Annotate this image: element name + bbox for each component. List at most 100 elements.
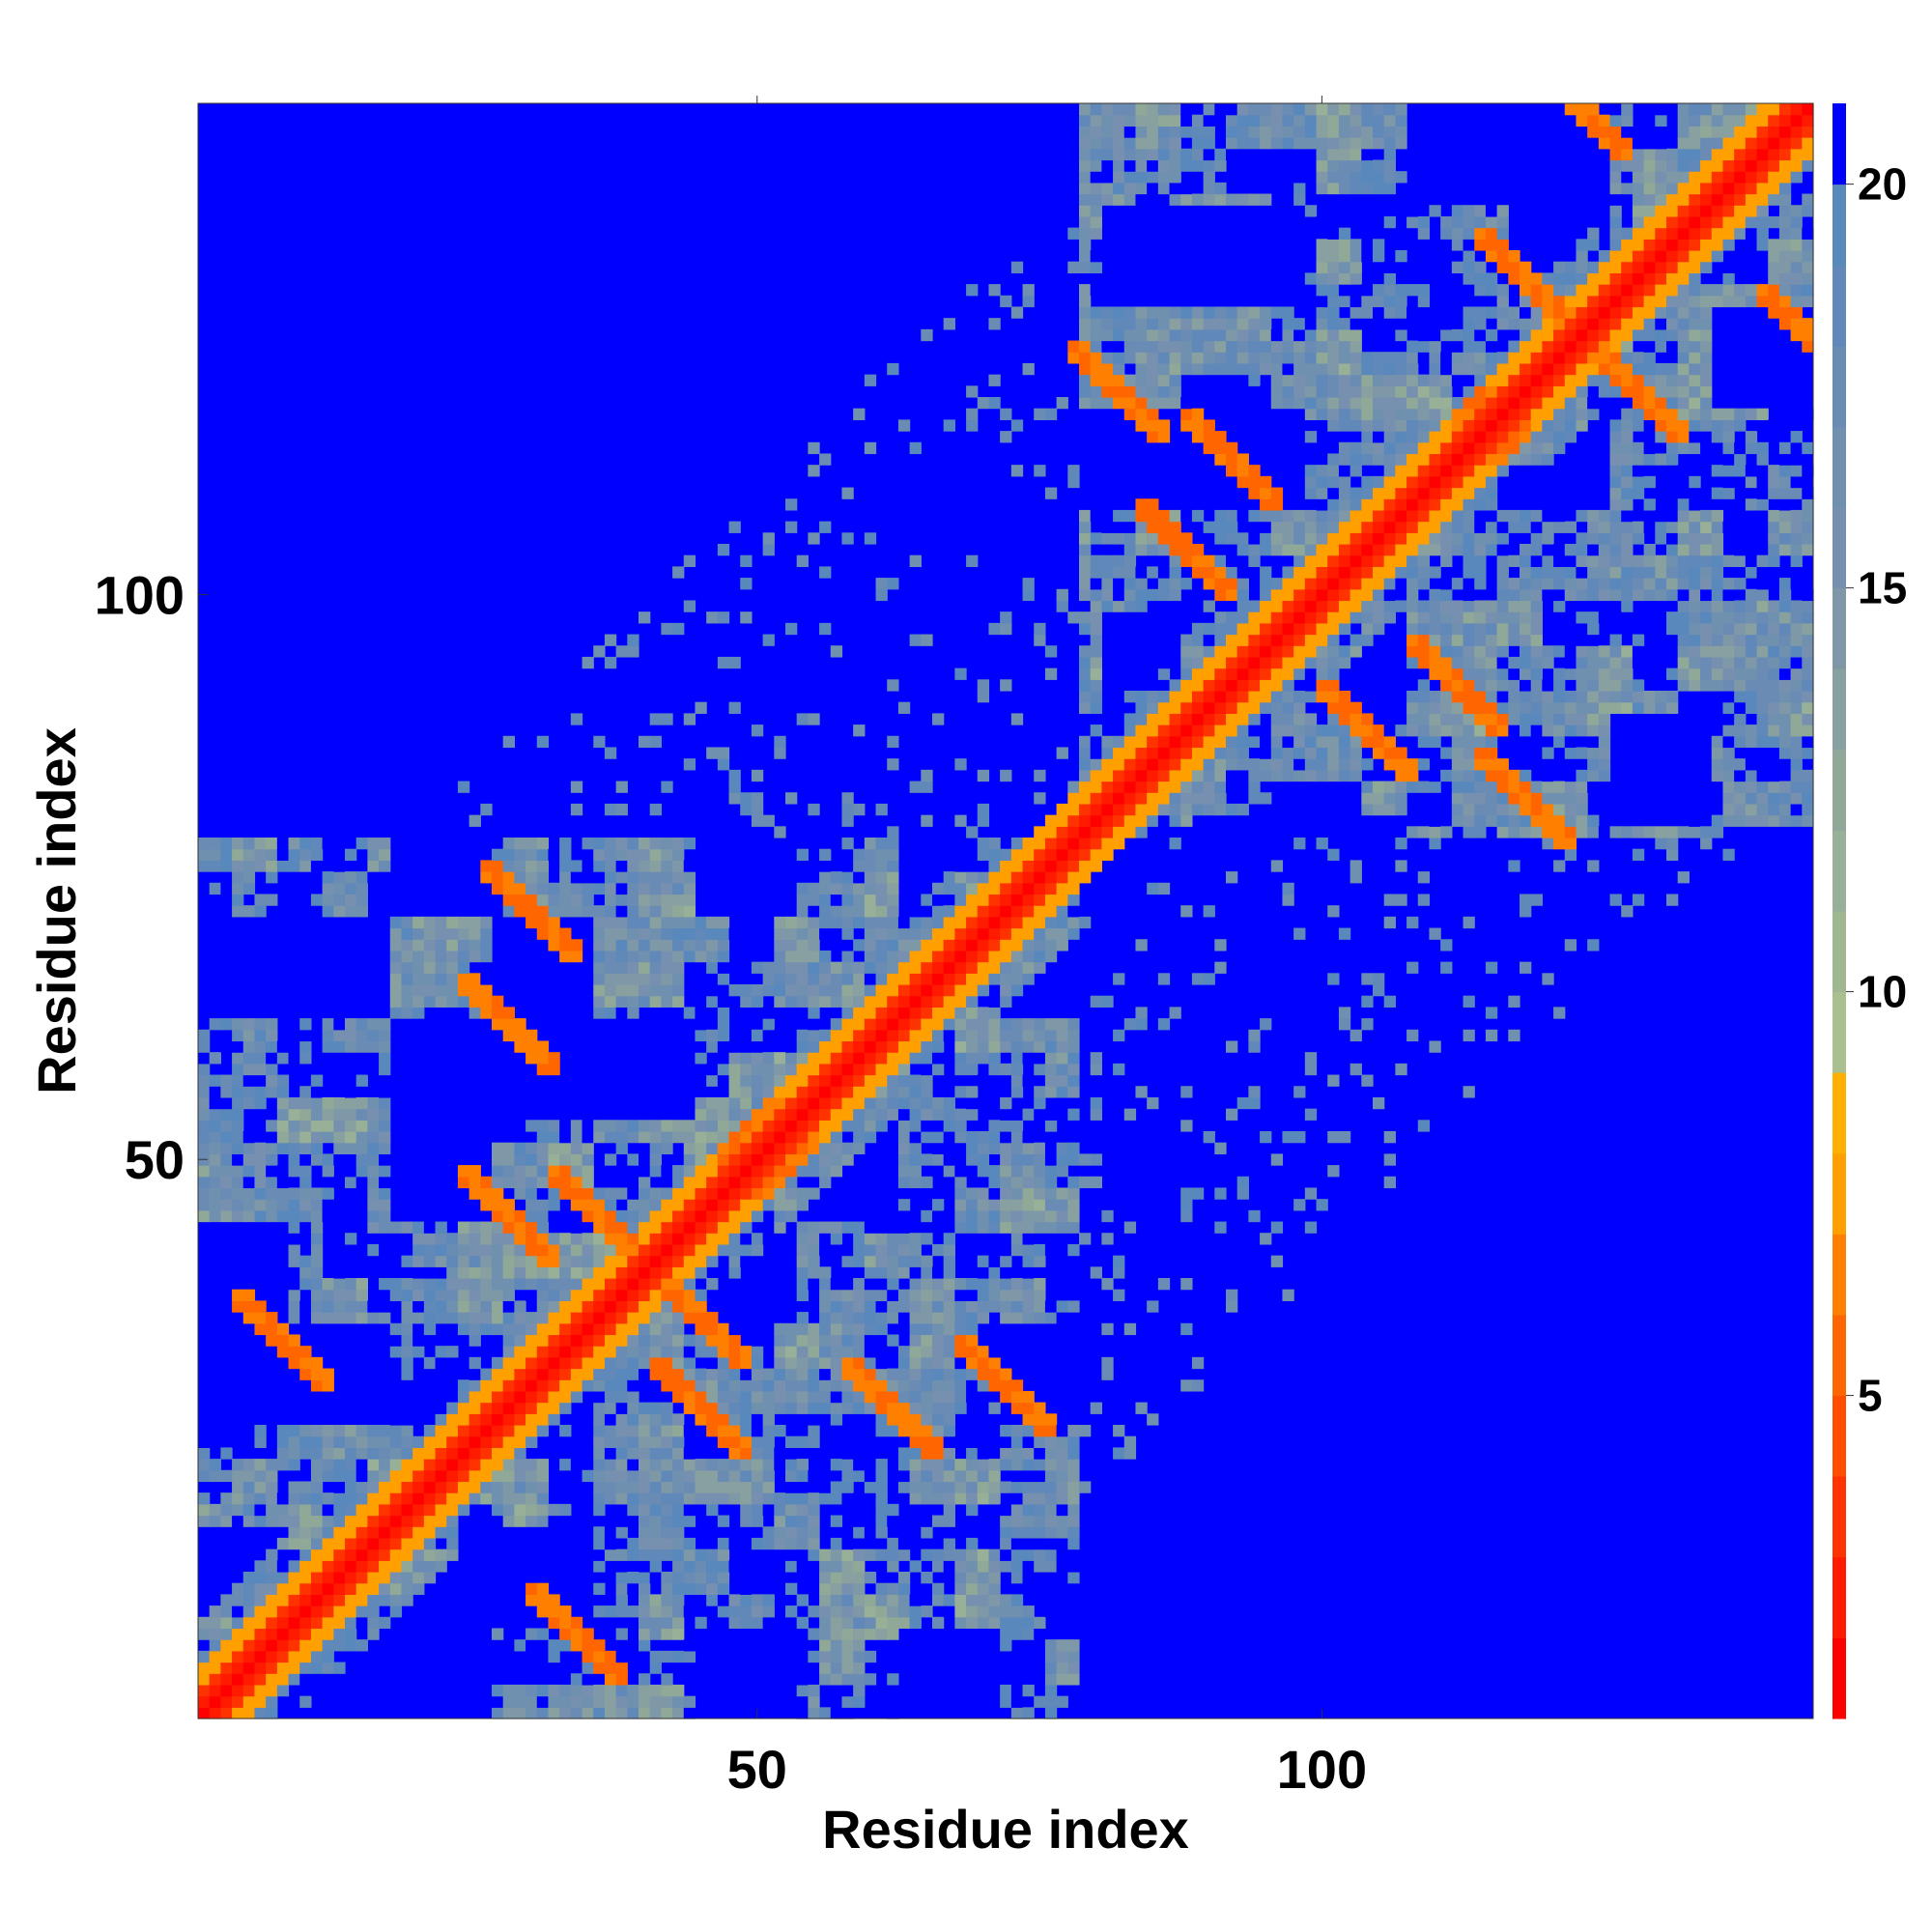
heatmap-cell bbox=[412, 1548, 425, 1561]
heatmap-cell bbox=[683, 1368, 696, 1380]
heatmap-cell bbox=[1226, 521, 1238, 533]
heatmap-cell bbox=[728, 1605, 741, 1618]
heatmap-cell bbox=[1090, 679, 1102, 692]
heatmap-cell bbox=[921, 1108, 933, 1121]
heatmap-cell bbox=[1022, 1413, 1035, 1426]
heatmap-cell bbox=[401, 1481, 413, 1493]
heatmap-cell bbox=[526, 905, 538, 918]
heatmap-cell bbox=[1079, 588, 1092, 602]
heatmap-cell bbox=[1191, 701, 1205, 714]
heatmap-cell bbox=[864, 1402, 877, 1414]
heatmap-cell bbox=[706, 1029, 719, 1042]
heatmap-cell bbox=[276, 1120, 290, 1132]
heatmap-cell bbox=[548, 1435, 560, 1448]
heatmap-cell bbox=[1000, 1537, 1012, 1550]
heatmap-cell bbox=[1226, 691, 1238, 703]
heatmap-cell bbox=[943, 419, 955, 432]
heatmap-cell bbox=[276, 1176, 290, 1189]
heatmap-cell bbox=[932, 1594, 945, 1606]
heatmap-cell bbox=[943, 1018, 955, 1031]
heatmap-cell bbox=[887, 848, 899, 861]
heatmap-cell bbox=[582, 1650, 594, 1663]
heatmap-cell bbox=[887, 1582, 899, 1595]
heatmap-cell bbox=[909, 1142, 922, 1154]
heatmap-cell bbox=[1226, 318, 1238, 330]
heatmap-cell bbox=[299, 1492, 312, 1505]
heatmap-cell bbox=[1090, 250, 1102, 263]
heatmap-cell bbox=[649, 1289, 662, 1301]
heatmap-cell bbox=[1147, 137, 1159, 150]
heatmap-cell bbox=[570, 1447, 583, 1460]
heatmap-cell bbox=[966, 1187, 979, 1200]
heatmap-cell bbox=[1169, 137, 1181, 150]
heatmap-cell bbox=[841, 1063, 854, 1076]
heatmap-cell bbox=[469, 1165, 481, 1178]
heatmap-cell bbox=[1010, 261, 1024, 273]
heatmap-cell bbox=[299, 1300, 312, 1313]
heatmap-cell bbox=[1067, 781, 1080, 793]
heatmap-cell bbox=[1010, 1673, 1024, 1686]
heatmap-cell bbox=[1180, 340, 1193, 353]
heatmap-cell bbox=[1123, 735, 1137, 749]
heatmap-cell bbox=[1157, 769, 1171, 782]
heatmap-cell bbox=[355, 1459, 368, 1471]
heatmap-cell bbox=[582, 1300, 594, 1313]
heatmap-cell bbox=[932, 1018, 945, 1031]
heatmap-cell bbox=[1248, 554, 1261, 567]
heatmap-cell bbox=[830, 1018, 843, 1031]
heatmap-cell bbox=[819, 1221, 832, 1234]
heatmap-cell bbox=[853, 1346, 866, 1358]
heatmap-cell bbox=[220, 1142, 233, 1154]
heatmap-cell bbox=[593, 905, 606, 918]
heatmap-cell bbox=[412, 1413, 425, 1426]
heatmap-cell bbox=[841, 1594, 854, 1606]
heatmap-cell bbox=[345, 905, 357, 918]
heatmap-cell bbox=[1214, 611, 1227, 624]
heatmap-cell bbox=[1044, 939, 1058, 952]
heatmap-cell bbox=[480, 1176, 493, 1189]
heatmap-cell bbox=[932, 939, 945, 952]
heatmap-cell bbox=[717, 1390, 730, 1404]
heatmap-cell bbox=[897, 1266, 911, 1279]
heatmap-cell bbox=[1203, 148, 1215, 161]
heatmap-cell bbox=[954, 1616, 967, 1630]
heatmap-cell bbox=[310, 1548, 324, 1561]
heatmap-cell bbox=[401, 1582, 413, 1595]
heatmap-cell bbox=[864, 995, 877, 1008]
heatmap-cell bbox=[220, 1673, 233, 1686]
heatmap-cell bbox=[1079, 578, 1092, 590]
heatmap-cell bbox=[649, 1300, 662, 1313]
heatmap-cell bbox=[1000, 882, 1012, 895]
heatmap-cell bbox=[977, 1560, 990, 1573]
heatmap-cell bbox=[469, 1368, 481, 1380]
heatmap-cell bbox=[355, 1052, 368, 1065]
heatmap-cell bbox=[909, 1447, 922, 1460]
heatmap-cell bbox=[582, 882, 594, 895]
heatmap-cell bbox=[1260, 668, 1272, 680]
heatmap-cell bbox=[1270, 634, 1284, 646]
heatmap-cell bbox=[1079, 318, 1092, 330]
heatmap-cell bbox=[232, 1515, 244, 1527]
heatmap-cell bbox=[943, 871, 955, 884]
heatmap-cell bbox=[379, 860, 391, 872]
heatmap-cell bbox=[661, 1379, 673, 1392]
heatmap-cell bbox=[310, 1074, 324, 1087]
heatmap-cell bbox=[1010, 927, 1024, 940]
heatmap-cell bbox=[683, 1459, 696, 1471]
heatmap-cell bbox=[627, 1346, 639, 1358]
heatmap-cell bbox=[367, 1616, 380, 1630]
heatmap-cell bbox=[887, 882, 899, 895]
heatmap-cell bbox=[457, 1266, 470, 1279]
heatmap-cell bbox=[977, 1300, 990, 1313]
heatmap-cell bbox=[266, 1650, 278, 1663]
heatmap-cell bbox=[954, 860, 967, 872]
heatmap-cell bbox=[1067, 1582, 1080, 1595]
heatmap-cell bbox=[887, 1695, 899, 1708]
heatmap-cell bbox=[1270, 521, 1284, 533]
heatmap-cell bbox=[559, 1322, 572, 1336]
heatmap-cell bbox=[808, 1548, 820, 1561]
heatmap-cell bbox=[423, 984, 437, 997]
heatmap-cell bbox=[1044, 1120, 1058, 1132]
heatmap-cell bbox=[1090, 340, 1102, 353]
heatmap-cell bbox=[808, 1515, 820, 1527]
